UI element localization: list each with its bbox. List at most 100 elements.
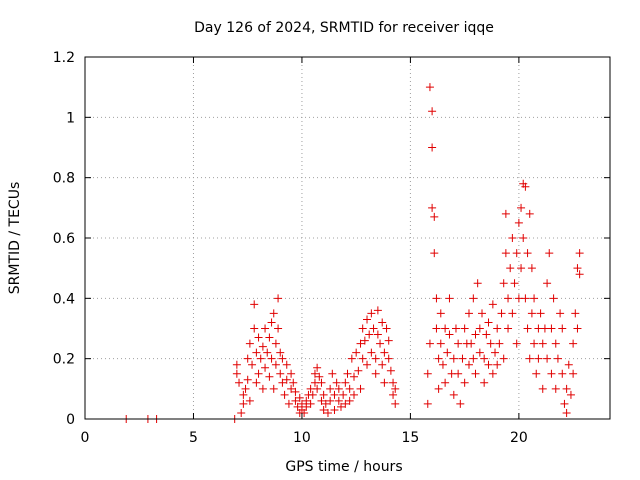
data-point <box>391 399 400 408</box>
data-point <box>530 294 539 303</box>
data-point <box>551 384 560 393</box>
data-point <box>441 324 450 333</box>
data-point <box>525 354 534 363</box>
data-points <box>122 83 584 423</box>
data-point <box>464 360 473 369</box>
data-point <box>478 309 487 318</box>
plot-frame <box>84 56 611 420</box>
data-point <box>384 336 393 345</box>
data-point <box>332 378 341 387</box>
data-point <box>428 203 437 212</box>
data-point <box>323 408 332 417</box>
y-tick-label: 0.4 <box>53 291 75 307</box>
data-point <box>430 212 439 221</box>
data-point <box>232 369 241 378</box>
data-point <box>343 369 352 378</box>
data-point <box>532 369 541 378</box>
data-point <box>326 396 335 405</box>
data-point <box>369 324 378 333</box>
data-point <box>543 354 552 363</box>
data-point <box>428 143 437 152</box>
data-point <box>330 405 339 414</box>
data-point <box>467 339 476 348</box>
data-point <box>471 369 480 378</box>
data-point <box>464 309 473 318</box>
data-point <box>371 354 380 363</box>
data-point <box>341 399 350 408</box>
data-point <box>428 107 437 116</box>
data-point <box>263 348 272 357</box>
y-tick-label: 1.2 <box>53 50 75 66</box>
data-point <box>512 339 521 348</box>
data-point <box>239 390 248 399</box>
data-point <box>313 384 322 393</box>
data-point <box>319 405 328 414</box>
data-point <box>334 384 343 393</box>
data-point <box>315 372 324 381</box>
data-point <box>564 360 573 369</box>
data-point <box>271 339 280 348</box>
data-point <box>267 318 276 327</box>
data-point <box>573 264 582 273</box>
data-point <box>291 387 300 396</box>
data-point <box>458 354 467 363</box>
y-tick-label: 0.6 <box>53 231 75 247</box>
data-point <box>352 348 361 357</box>
data-point <box>380 378 389 387</box>
data-point <box>556 309 565 318</box>
data-point <box>389 390 398 399</box>
data-point <box>536 309 545 318</box>
data-point <box>256 354 265 363</box>
data-point <box>423 369 432 378</box>
data-point <box>363 315 372 324</box>
data-point <box>378 360 387 369</box>
data-point <box>430 249 439 258</box>
data-point <box>326 384 335 393</box>
data-point <box>456 399 465 408</box>
data-point <box>484 360 493 369</box>
data-point <box>543 279 552 288</box>
data-point <box>432 294 441 303</box>
data-point <box>382 324 391 333</box>
data-point <box>376 339 385 348</box>
data-point <box>482 330 491 339</box>
data-point <box>363 360 372 369</box>
data-point <box>293 402 302 411</box>
data-point <box>538 384 547 393</box>
data-point <box>265 333 274 342</box>
x-tick-label: 20 <box>510 430 528 446</box>
data-point <box>573 324 582 333</box>
data-point <box>491 348 500 357</box>
data-point <box>425 83 434 92</box>
data-point <box>469 294 478 303</box>
data-point <box>558 324 567 333</box>
data-point <box>269 384 278 393</box>
data-point <box>558 369 567 378</box>
data-point <box>460 378 469 387</box>
data-point <box>282 375 291 384</box>
data-point <box>271 360 280 369</box>
chart-title: Day 126 of 2024, SRMTID for receiver iqq… <box>194 20 494 36</box>
data-point <box>295 393 304 402</box>
data-point <box>527 264 536 273</box>
data-point <box>367 348 376 357</box>
data-point <box>350 390 359 399</box>
data-point <box>274 294 283 303</box>
data-point <box>517 264 526 273</box>
data-point <box>317 378 326 387</box>
y-tick-label: 1 <box>66 110 75 126</box>
data-point <box>284 399 293 408</box>
data-point <box>525 209 534 218</box>
data-point <box>480 354 489 363</box>
data-point <box>575 249 584 258</box>
data-point <box>317 396 326 405</box>
data-point <box>389 378 398 387</box>
data-point <box>473 279 482 288</box>
data-point <box>345 396 354 405</box>
y-tick-label: 0 <box>66 412 75 428</box>
data-point <box>250 300 259 309</box>
data-point <box>287 369 296 378</box>
data-point <box>484 318 493 327</box>
data-point <box>504 294 513 303</box>
data-point <box>475 348 484 357</box>
